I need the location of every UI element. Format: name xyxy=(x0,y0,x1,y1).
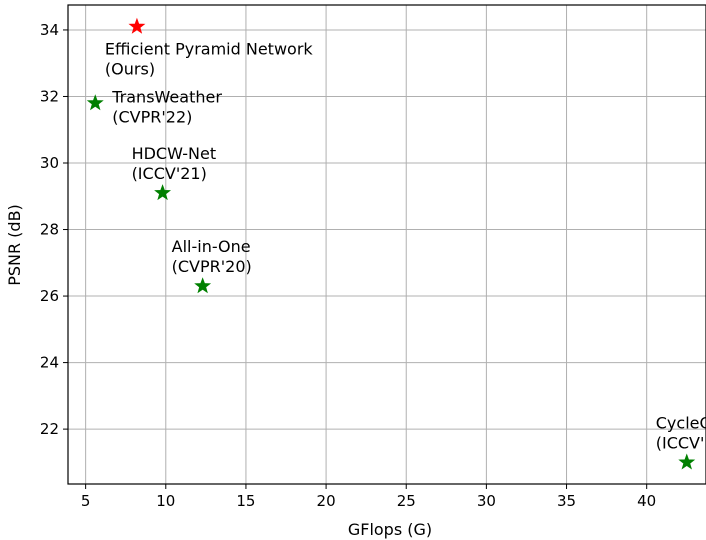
y-tick-label: 28 xyxy=(40,221,59,239)
x-tick-label: 5 xyxy=(81,492,91,510)
point-annotation-line: TransWeather xyxy=(111,88,222,107)
y-tick-label: 32 xyxy=(40,87,59,105)
y-tick-label: 24 xyxy=(40,354,59,372)
y-tick-label: 22 xyxy=(40,420,59,438)
y-tick-label: 26 xyxy=(40,287,59,305)
plot-frame xyxy=(67,4,706,485)
data-point-star xyxy=(154,184,172,201)
point-annotation-line: (ICCV'17) xyxy=(656,433,706,452)
data-points xyxy=(86,17,696,470)
x-tick-label: 10 xyxy=(156,492,175,510)
x-tick-label: 25 xyxy=(397,492,416,510)
x-tick-label: 20 xyxy=(317,492,336,510)
point-annotation-line: All-in-One xyxy=(172,237,251,256)
y-axis-ticks: 22 24 26 28 30 32 34 xyxy=(40,21,68,438)
point-annotation-line: (CVPR'20) xyxy=(172,257,252,276)
y-axis-label: PSNR (dB) xyxy=(5,204,24,286)
point-annotations: Efficient Pyramid Network(Ours) TransWeat… xyxy=(105,40,706,453)
point-annotation-line: CycleGAN xyxy=(656,413,706,432)
point-annotation-line: Efficient Pyramid Network xyxy=(105,40,313,59)
point-annotation-line: (ICCV'21) xyxy=(132,164,207,183)
y-tick-label: 34 xyxy=(40,21,59,39)
point-annotation-line: (CVPR'22) xyxy=(112,108,192,127)
x-tick-label: 15 xyxy=(236,492,255,510)
data-point-star xyxy=(86,94,104,111)
x-axis-ticks: 5 10 15 20 25 30 35 40 xyxy=(81,484,656,510)
x-tick-label: 40 xyxy=(637,492,656,510)
point-annotation-line: (Ours) xyxy=(105,60,155,79)
data-point-star xyxy=(194,277,212,294)
x-tick-label: 30 xyxy=(477,492,496,510)
data-point-star xyxy=(128,17,146,34)
x-axis-label: GFlops (G) xyxy=(348,520,432,539)
point-annotation-line: HDCW-Net xyxy=(132,144,217,163)
y-tick-label: 30 xyxy=(40,154,59,172)
x-tick-label: 35 xyxy=(557,492,576,510)
data-point-star xyxy=(678,453,696,470)
grid xyxy=(68,5,706,484)
